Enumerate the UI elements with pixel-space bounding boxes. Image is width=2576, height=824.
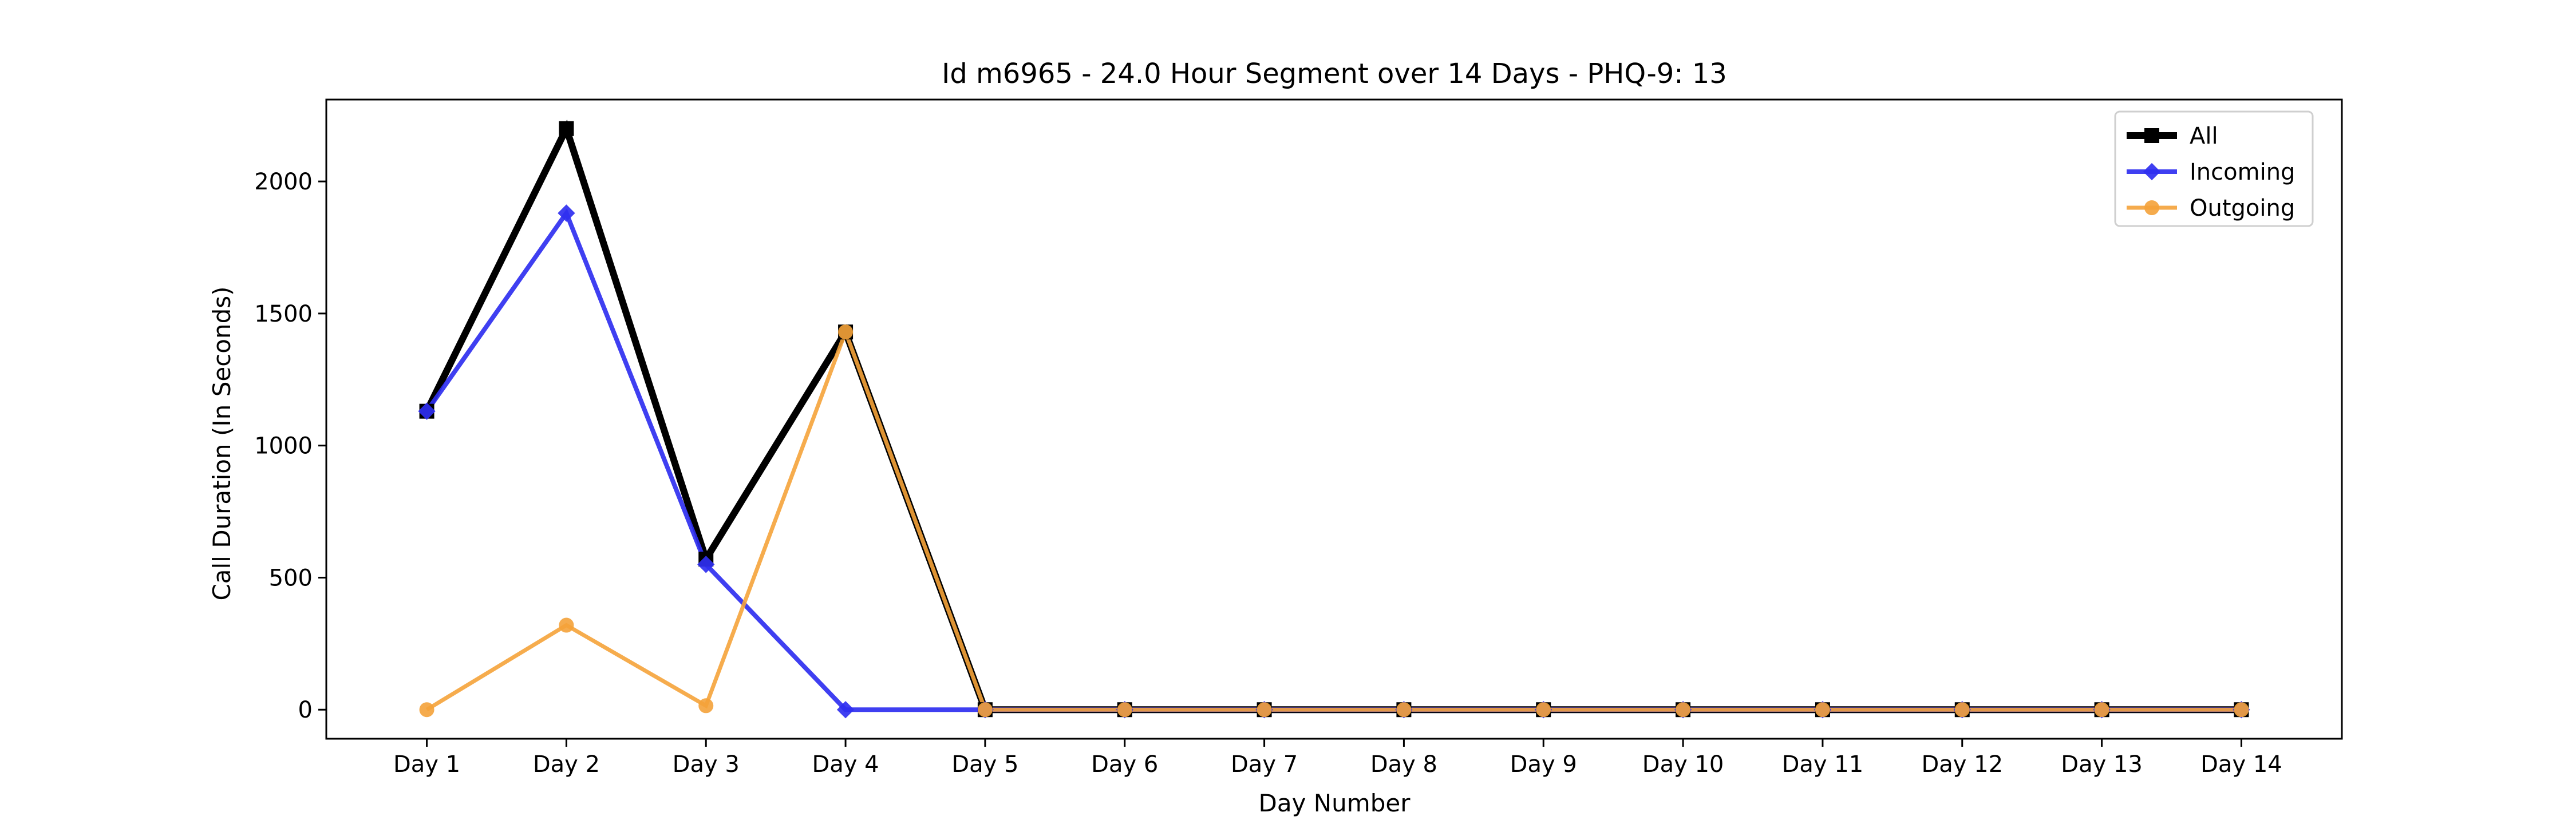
data-point bbox=[419, 702, 434, 718]
x-tick-label: Day 2 bbox=[533, 751, 600, 778]
y-tick-label: 0 bbox=[298, 697, 313, 723]
data-point bbox=[1257, 702, 1272, 718]
data-point bbox=[2094, 702, 2109, 718]
data-point bbox=[977, 702, 993, 718]
y-axis-label: Call Duration (In Seconds) bbox=[208, 286, 236, 600]
legend-marker bbox=[2144, 200, 2159, 215]
legend-marker bbox=[2144, 128, 2159, 143]
x-tick-label: Day 11 bbox=[1782, 751, 1864, 778]
x-tick-label: Day 10 bbox=[1642, 751, 1724, 778]
chart-title: Id m6965 - 24.0 Hour Segment over 14 Day… bbox=[942, 58, 1727, 90]
series-line bbox=[425, 208, 2242, 712]
x-tick-label: Day 1 bbox=[393, 751, 460, 778]
data-point bbox=[698, 698, 714, 714]
legend-marker bbox=[2143, 163, 2161, 181]
legend-label: All bbox=[2190, 123, 2218, 149]
x-tick-label: Day 12 bbox=[1921, 751, 2003, 778]
data-point bbox=[1954, 702, 1970, 718]
legend-box bbox=[2114, 110, 2314, 227]
x-tick-label: Day 6 bbox=[1091, 751, 1158, 778]
data-point bbox=[559, 617, 574, 633]
y-tick-label: 2000 bbox=[254, 169, 313, 195]
data-point bbox=[418, 402, 436, 420]
y-tick-label: 1500 bbox=[254, 301, 313, 327]
data-point bbox=[2234, 702, 2249, 718]
x-tick-label: Day 8 bbox=[1370, 751, 1437, 778]
data-point bbox=[838, 324, 854, 340]
data-point bbox=[836, 701, 855, 719]
data-point bbox=[1117, 702, 1132, 718]
legend-label: Incoming bbox=[2190, 159, 2295, 185]
data-point bbox=[1815, 702, 1830, 718]
x-tick-label: Day 3 bbox=[673, 751, 740, 778]
y-tick-label: 500 bbox=[269, 565, 313, 591]
y-tick-label: 1000 bbox=[254, 433, 313, 459]
plot-frame bbox=[325, 98, 2343, 740]
data-point bbox=[558, 204, 575, 222]
series-line bbox=[424, 119, 2242, 714]
data-point bbox=[1536, 702, 1551, 718]
x-tick-label: Day 13 bbox=[2061, 751, 2143, 778]
x-tick-label: Day 5 bbox=[951, 751, 1018, 778]
x-tick-label: Day 4 bbox=[812, 751, 879, 778]
data-point bbox=[1676, 702, 1691, 718]
data-point bbox=[559, 121, 574, 136]
data-point bbox=[697, 556, 715, 573]
x-tick-label: Day 9 bbox=[1510, 751, 1577, 778]
x-tick-label: Day 7 bbox=[1231, 751, 1298, 778]
data-point bbox=[1396, 702, 1412, 718]
x-axis-label: Day Number bbox=[1258, 789, 1411, 817]
legend-label: Outgoing bbox=[2190, 195, 2295, 221]
series-line bbox=[425, 326, 2242, 712]
x-tick-label: Day 14 bbox=[2200, 751, 2282, 778]
